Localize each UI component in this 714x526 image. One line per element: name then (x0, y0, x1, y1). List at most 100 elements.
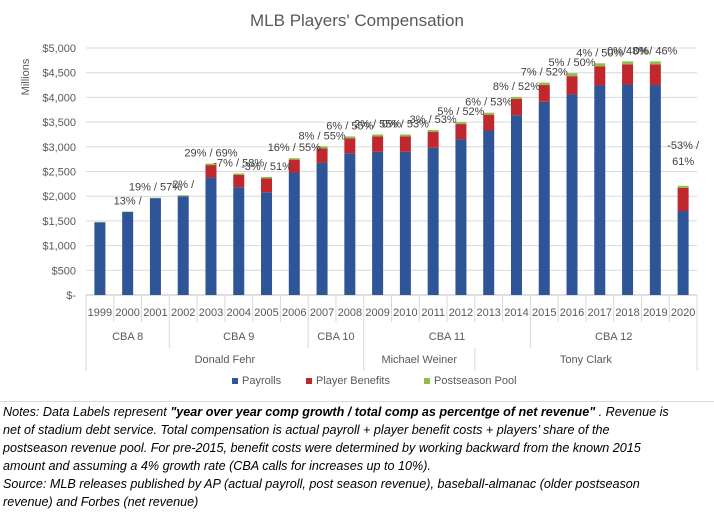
notes-emphasis: "year over year comp growth / total comp… (170, 405, 596, 419)
bar-player-benefits (261, 178, 273, 193)
bars (94, 61, 689, 296)
bar-payrolls (399, 151, 411, 295)
bar-postseason-pool (288, 158, 300, 160)
bar-postseason-pool (622, 61, 634, 65)
data-label: 29% / 69% (184, 148, 237, 160)
cba-group-label: CBA 10 (317, 331, 354, 343)
cba-group-label: CBA 8 (112, 331, 143, 343)
bar-postseason-pool (344, 136, 356, 139)
bar-player-benefits (399, 136, 411, 152)
data-label: 2% / 55% (354, 118, 401, 130)
cba-group-label: CBA 12 (595, 331, 632, 343)
chart-title: MLB Players' Compensation (250, 11, 464, 30)
notes-line: net of stadium debt service. Total compe… (3, 423, 610, 437)
data-label: 13% / (114, 196, 143, 208)
bar-payrolls (622, 84, 634, 295)
x-tick-label: 1999 (88, 307, 112, 319)
data-label: 0% / 53% (382, 118, 429, 130)
x-tick-label: 2019 (643, 307, 667, 319)
y-tick-label: $1,000 (42, 241, 76, 253)
bar-postseason-pool (399, 134, 411, 137)
data-label: 6% / 55% (326, 120, 373, 132)
x-tick-label: 2006 (282, 307, 306, 319)
data-label: 19% / 57% (129, 182, 182, 194)
bar-postseason-pool (510, 96, 522, 99)
x-tick-label: 2001 (143, 307, 167, 319)
gridlines (86, 47, 697, 296)
data-label: 2% / (172, 179, 195, 191)
data-label: 5% / 50% (548, 57, 595, 69)
y-tick-label: $3,000 (42, 142, 76, 154)
x-tick-label: 2007 (310, 307, 334, 319)
bar-postseason-pool (372, 134, 384, 137)
legend-swatch (424, 378, 430, 384)
bar-player-benefits (288, 159, 300, 173)
x-tick-label: 2010 (393, 307, 417, 319)
data-label: 6% / 53% (465, 97, 512, 109)
bar-payrolls (149, 198, 161, 295)
data-label: 4% / 50% (576, 47, 623, 59)
source-line: revenue) and Forbes (net revenue) (3, 495, 199, 509)
data-label: 8% / 52% (493, 81, 540, 93)
bar-player-benefits (427, 131, 439, 148)
x-tick-label: 2016 (560, 307, 584, 319)
category-axis: 1999 2000 2001 2002 2003 2004 2005 2006 2007 2008… (85, 295, 698, 371)
bar-player-benefits (316, 148, 328, 163)
leader-group-label: Tony Clark (560, 354, 612, 366)
y-tick-label: $- (66, 290, 76, 302)
bar-postseason-pool (233, 173, 245, 175)
notes-line: Notes: Data Labels represent "year over … (3, 403, 709, 421)
bar-payrolls (288, 172, 300, 295)
y-tick-label: $500 (52, 265, 76, 277)
chart-area: MLB Players' Compensation Millions $- $50… (0, 11, 714, 402)
notes-line: postseason revenue pool. For pre-2015, b… (3, 441, 641, 455)
bar-postseason-pool (205, 163, 217, 166)
bar-payrolls (483, 130, 495, 295)
x-tick-label: 2009 (365, 307, 389, 319)
bar-payrolls (344, 153, 356, 295)
bar-postseason-pool (122, 211, 134, 213)
x-tick-label: 2000 (115, 307, 139, 319)
x-tick-label: 2017 (588, 307, 612, 319)
bar-payrolls (427, 147, 439, 295)
y-tick-label: $4,000 (42, 92, 76, 104)
data-label: -7% / 58% (213, 157, 264, 169)
x-tick-label: 2008 (338, 307, 362, 319)
data-label: 5% / 52% (437, 106, 484, 118)
bar-postseason-pool (594, 63, 606, 67)
data-label: -53% / (667, 140, 700, 152)
leader-group-label: Michael Weiner (381, 354, 457, 366)
legend-swatch (232, 378, 238, 384)
data-labels: 13% / 19% / 57%2% / 29% / 69%-7% / 58%-3% … (114, 45, 700, 207)
bar-player-benefits (510, 98, 522, 116)
bar-postseason-pool (455, 122, 467, 125)
y-tick-label: $2,000 (42, 191, 76, 203)
y-tick-label: $4,500 (42, 68, 76, 80)
bar-payrolls (510, 115, 522, 296)
bar-payrolls (538, 101, 550, 295)
data-label: 0%/48% (607, 45, 648, 57)
bar-postseason-pool (316, 146, 328, 149)
cba-group-label: CBA 9 (223, 331, 254, 343)
bar-player-benefits (566, 76, 578, 95)
legend: Payrolls Player Benefits Postseason Pool (232, 375, 517, 387)
x-tick-label: 2014 (504, 307, 528, 319)
bar-player-benefits (483, 114, 495, 131)
x-tick-label: 2011 (421, 307, 445, 319)
notes-line: amount and assuming a 4% growth rate (CB… (3, 459, 431, 473)
bar-payrolls (566, 94, 578, 295)
bar-player-benefits (344, 138, 356, 154)
y-tick-label: $5,000 (42, 43, 76, 55)
bar-postseason-pool (94, 221, 106, 223)
notes-suffix: . Revenue is (595, 405, 669, 419)
data-label: 8% / 55% (299, 130, 346, 142)
bar-payrolls (649, 85, 661, 295)
bar-payrolls (372, 151, 384, 295)
bar-player-benefits (455, 124, 467, 140)
bar-postseason-pool (149, 197, 161, 199)
x-tick-label: 2012 (449, 307, 473, 319)
x-tick-label: 2015 (532, 307, 556, 319)
source-line: Source: MLB releases published by AP (ac… (3, 477, 640, 491)
bar-player-benefits (538, 85, 550, 102)
bar-payrolls (94, 222, 106, 295)
